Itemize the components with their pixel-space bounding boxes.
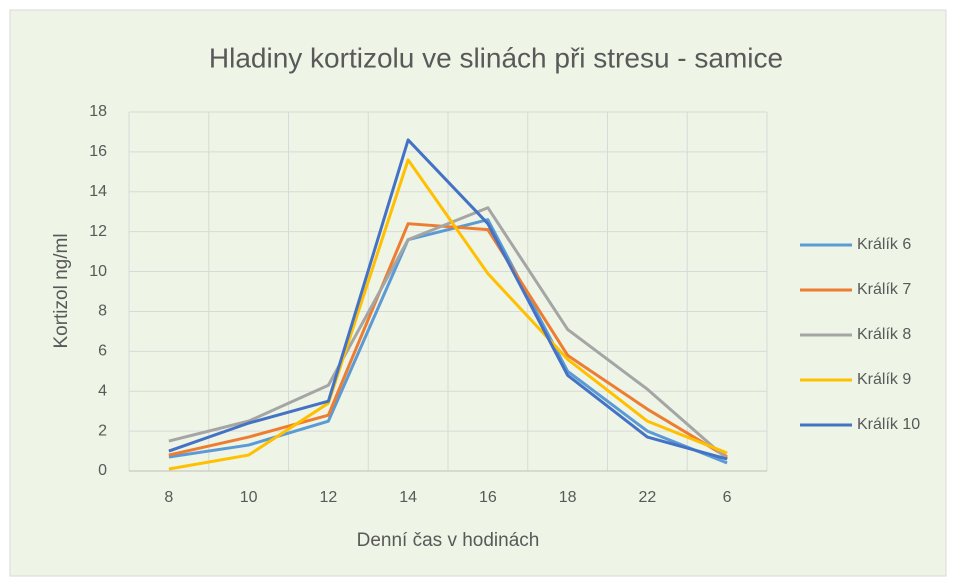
y-axis-label: Kortizol ng/ml (51, 233, 72, 348)
x-tick-label: 10 (240, 489, 258, 506)
y-tick-label: 12 (89, 223, 107, 240)
data-line (168, 158, 728, 471)
y-tick-label: 4 (98, 382, 107, 399)
x-tick-label: 22 (638, 489, 656, 506)
y-tick-label: 2 (98, 422, 107, 439)
legend-label: Králík 8 (857, 326, 911, 343)
chart-title: Hladiny kortizolu ve slinách při stresu … (209, 42, 783, 73)
y-tick-label: 8 (98, 303, 107, 320)
data-line (168, 222, 728, 459)
y-tick-label: 14 (89, 183, 107, 200)
legend-label: Králík 7 (857, 281, 911, 298)
x-tick-label: 16 (479, 489, 497, 506)
y-tick-label: 6 (98, 343, 107, 360)
data-line (168, 218, 728, 465)
legend-label: Králík 9 (857, 371, 911, 388)
x-tick-label: 8 (164, 489, 173, 506)
y-tick-label: 10 (89, 263, 107, 280)
data-line (168, 138, 728, 461)
x-tick-label: 12 (319, 489, 337, 506)
x-axis-label: Denní čas v hodinách (357, 530, 540, 551)
legend-label: Králík 10 (857, 416, 920, 433)
y-tick-label: 16 (89, 143, 107, 160)
y-tick-label: 18 (89, 103, 107, 120)
legend-label: Králík 6 (857, 236, 911, 253)
chart-background (9, 9, 947, 577)
data-line (168, 206, 729, 461)
y-tick-label: 0 (98, 462, 107, 479)
x-tick-label: 18 (559, 489, 577, 506)
x-tick-label: 14 (399, 489, 417, 506)
x-tick-label: 6 (723, 489, 732, 506)
